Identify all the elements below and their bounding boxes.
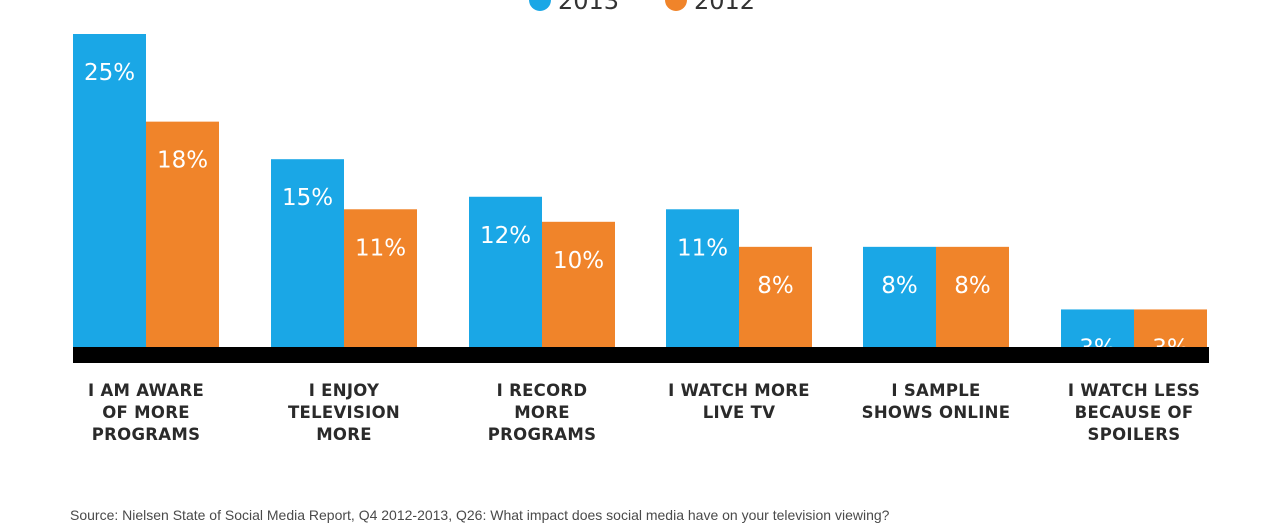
category-label-line: LIVE TV — [703, 403, 776, 422]
bar-2012-1 — [146, 121, 219, 348]
category-label-line: TELEVISION — [288, 403, 400, 422]
legend: 2013 2012 — [529, 0, 755, 15]
category-label-line: BECAUSE OF — [1075, 403, 1194, 422]
legend-label-2013: 2013 — [558, 0, 619, 15]
category-label-2: I ENJOY TELEVISION MORE — [288, 381, 400, 444]
category-label-line: SPOILERS — [1088, 425, 1181, 444]
source-note: Source: Nielsen State of Social Media Re… — [70, 507, 890, 523]
category-label-1: I AM AWARE OF MORE PROGRAMS — [88, 381, 204, 444]
category-label-line: I SAMPLE — [891, 381, 980, 400]
category-label-line: PROGRAMS — [488, 425, 597, 444]
category-label-line: I AM AWARE — [88, 381, 204, 400]
bar-2013-6 — [1061, 309, 1134, 348]
category-label-line: PROGRAMS — [92, 425, 201, 444]
bar-2013-5 — [863, 246, 936, 348]
value-label-2013-4: 11% — [677, 235, 728, 261]
category-label-3: I RECORD MORE PROGRAMS — [488, 381, 597, 444]
category-label-line: MORE — [514, 403, 570, 422]
legend-label-2012: 2012 — [694, 0, 755, 15]
legend-marker-2013 — [529, 0, 551, 11]
category-label-line: I WATCH MORE — [668, 381, 810, 400]
category-label-line: MORE — [316, 425, 372, 444]
value-label-2012-1: 18% — [157, 148, 208, 174]
value-label-2013-5: 8% — [881, 273, 918, 299]
bar-2013-2 — [271, 159, 344, 348]
category-label-4: I WATCH MORE LIVE TV — [668, 381, 810, 422]
value-label-2012-2: 11% — [355, 235, 406, 261]
category-label-line: I RECORD — [497, 381, 588, 400]
bar-2012-3 — [542, 221, 615, 348]
bar-2013-4 — [666, 209, 739, 348]
value-label-2013-3: 12% — [480, 223, 531, 249]
legend-marker-2012 — [665, 0, 687, 11]
chart-baseline — [73, 347, 1209, 363]
value-label-2013-1: 25% — [84, 60, 135, 86]
category-label-line: OF MORE — [102, 403, 190, 422]
bar-2012-2 — [344, 209, 417, 348]
category-label-line: I WATCH LESS — [1068, 381, 1200, 400]
category-label-6: I WATCH LESS BECAUSE OF SPOILERS — [1068, 381, 1200, 444]
value-label-2013-2: 15% — [282, 185, 333, 211]
bar-2013-3 — [469, 196, 542, 348]
category-labels: I AM AWARE OF MORE PROGRAMS I ENJOY TELEVISI… — [88, 381, 1200, 444]
bar-2012-4 — [739, 246, 812, 348]
bar-2012-5 — [936, 246, 1009, 348]
category-label-line: SHOWS ONLINE — [862, 403, 1011, 422]
bars-group: 25%15%12%11%8%3%18%11%10%8%8%3% — [73, 34, 1207, 361]
value-label-2012-3: 10% — [553, 248, 604, 274]
bar-2013-1 — [73, 34, 146, 348]
category-label-line: I ENJOY — [309, 381, 380, 400]
category-label-5: I SAMPLE SHOWS ONLINE — [862, 381, 1011, 422]
bar-2012-6 — [1134, 309, 1207, 348]
value-label-2012-5: 8% — [954, 273, 991, 299]
value-label-2012-4: 8% — [757, 273, 794, 299]
